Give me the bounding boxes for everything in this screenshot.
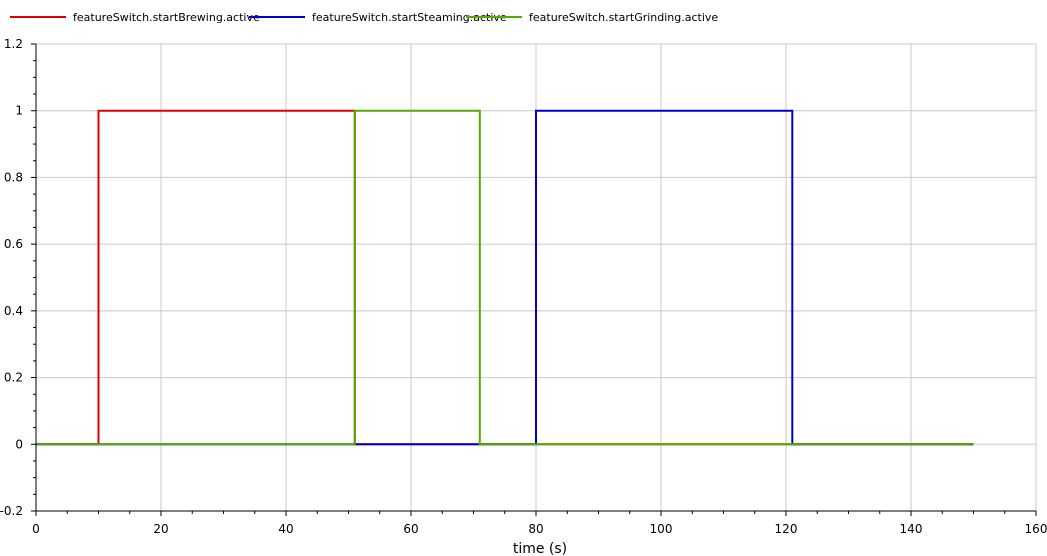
x-axis-title: time (s)	[513, 541, 567, 556]
x-tick-label: 160	[1025, 522, 1047, 536]
y-tick-label: 0.2	[4, 371, 23, 385]
legend-label-1: featureSwitch.startBrewing.active	[73, 11, 260, 24]
x-tick-label: 140	[900, 522, 923, 536]
x-tick-label: 100	[650, 522, 673, 536]
x-tick-label: 40	[278, 522, 293, 536]
y-tick-label: 1	[15, 104, 23, 118]
series-lines	[36, 109, 974, 446]
y-tick-label: 0	[15, 437, 23, 451]
series-line-1	[36, 109, 974, 446]
y-tick-label: 0.4	[4, 304, 23, 318]
x-tick-label: 80	[528, 522, 543, 536]
series-line-2	[36, 109, 974, 446]
legend: featureSwitch.startBrewing.active feature…	[10, 11, 718, 24]
y-tick-label: 0.8	[4, 170, 23, 184]
series-line-3	[36, 109, 974, 446]
x-tick-label: 20	[153, 522, 168, 536]
y-tick-label: 1.2	[4, 37, 23, 51]
ticks: 0 20 40 60 80 100 120 140 160 -0.2 0 0.2 0.4 0.6 0.8 1 1…	[0, 37, 1047, 536]
x-tick-label: 120	[775, 522, 798, 536]
y-tick-label: 0.6	[4, 237, 23, 251]
x-tick-label: 60	[403, 522, 418, 536]
y-tick-label: -0.2	[0, 504, 23, 518]
legend-label-2: featureSwitch.startSteaming.active	[312, 11, 507, 24]
x-tick-label: 0	[32, 522, 40, 536]
legend-label-3: featureSwitch.startGrinding.active	[529, 11, 718, 24]
